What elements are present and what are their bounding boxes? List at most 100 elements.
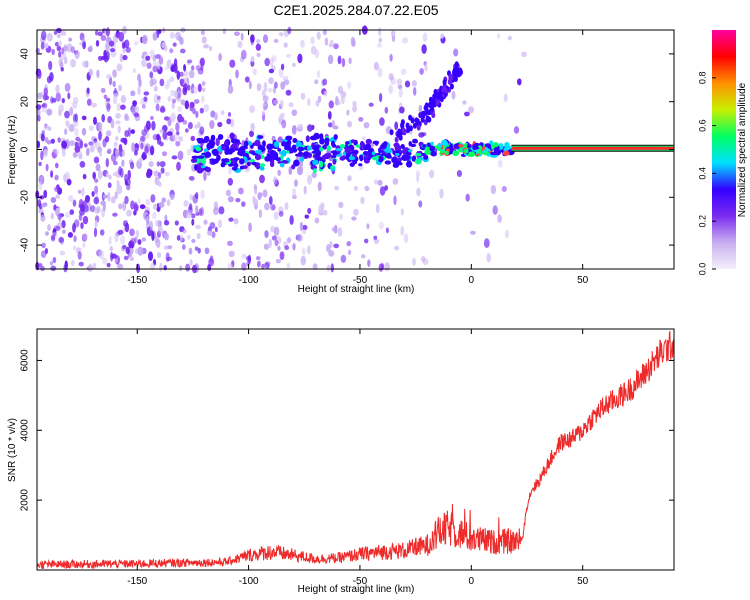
spectrogram-noise-cell <box>147 169 153 175</box>
spectrogram-branch-cell <box>416 124 421 131</box>
spectrogram-band-cell <box>260 154 265 159</box>
spectrogram-noise-cell <box>250 122 255 132</box>
spectrogram-noise-cell <box>175 122 180 132</box>
colorbar-ticks: 0.0 0.2 0.4 0.6 0.8 <box>697 72 716 276</box>
spectrogram-noise-cell <box>203 219 208 225</box>
spectrogram-noise-cell <box>164 232 169 241</box>
spectrogram-noise-cell <box>252 68 257 76</box>
spectrogram-noise-cell <box>186 234 191 240</box>
spectrogram-noise-cell <box>123 220 128 227</box>
spectrogram-band-cell <box>286 139 292 146</box>
spectrogram-band-cell <box>206 143 211 151</box>
colorbar-tick-label: 0.0 <box>697 263 707 276</box>
spectrogram-noise-cell <box>72 100 78 109</box>
spectrogram-noise-cell <box>158 172 162 179</box>
spectrogram-noise-cell <box>108 235 112 246</box>
spectrogram-noise-cell <box>187 122 193 130</box>
spectrogram-noise-cell <box>268 196 273 205</box>
snr-x-tick-label: -50 <box>353 576 368 587</box>
spectrogram-noise-cell <box>268 77 274 85</box>
spectrogram-noise-cell <box>125 246 130 255</box>
spectrogram-band-cell <box>295 153 301 157</box>
spectrogram-band-cell <box>339 144 346 149</box>
steady-tone-core <box>511 146 674 150</box>
spectrogram-band-cell <box>408 141 413 147</box>
spectrogram-band-cell <box>468 151 476 157</box>
spectrogram-band-cell <box>281 141 287 147</box>
spectrogram-noise-cell <box>101 257 108 265</box>
spectrogram-noise-cell <box>157 95 161 101</box>
spectrogram-noise-cell <box>38 161 42 167</box>
spectrogram-noise-cell <box>149 78 154 87</box>
spectrogram-noise-cell <box>130 237 137 246</box>
spectrogram-noise-cell <box>195 224 201 230</box>
spectrogram-noise-cell <box>194 124 198 129</box>
spectrogram-noise-cell <box>393 195 397 206</box>
spectrogram-noise-cell <box>188 176 195 181</box>
spectrogram-noise-cell <box>222 28 227 35</box>
spectrogram-noise-cell <box>130 129 136 134</box>
spectrogram-noise-cell <box>38 180 43 191</box>
spectrogram-band-cell <box>270 150 277 155</box>
spectrogram-noise-cell <box>40 150 44 161</box>
spectrogram-band-cell <box>378 155 384 163</box>
spectrogram-band-cell <box>365 138 372 145</box>
spectrogram-noise-cell <box>513 126 520 134</box>
spectrogram-noise-cell <box>96 205 101 213</box>
spectrogram-noise-cell <box>105 130 112 137</box>
spectrogram-noise-cell <box>197 247 201 254</box>
spectrogram-band-cell <box>254 154 262 161</box>
spectrogram-noise-cell <box>174 90 178 99</box>
spectrogram-noise-cell <box>126 183 131 191</box>
spectrogram-noise-cell <box>256 43 260 51</box>
spectrogram-noise-cell <box>89 145 95 153</box>
spectrogram-noise-cell <box>299 160 304 168</box>
spectrogram-noise-cell <box>41 242 46 249</box>
spectrogram-noise-cell <box>107 147 112 154</box>
spectrogram-noise-cell <box>153 170 160 177</box>
spectrogram-noise-cell <box>61 98 65 104</box>
spectrogram-noise-cell <box>94 220 98 228</box>
spectrogram-noise-cell <box>100 87 106 94</box>
spectrogram-noise-cell <box>412 257 416 266</box>
spectrogram-noise-cell <box>56 45 62 52</box>
spectrogram-noise-cell <box>106 172 110 178</box>
spectrogram-band-cell <box>309 135 317 141</box>
spectrogram-noise-cell <box>404 80 411 88</box>
spectrogram-noise-cell <box>291 125 297 135</box>
spectrogram-noise-cell <box>490 184 497 195</box>
spectrogram-noise-cell <box>79 161 86 168</box>
spectrogram-noise-cell <box>134 106 140 114</box>
spectrogram-noise-cell <box>172 98 176 104</box>
spectrogram-noise-cell <box>98 130 102 141</box>
spectrogram-noise-cell <box>244 76 250 83</box>
spectrogram-noise-cell <box>44 42 49 49</box>
spectrogram-noise-cell <box>248 222 252 232</box>
spectrogram-noise-cell <box>112 172 118 177</box>
spectrogram-noise-cell <box>88 141 94 146</box>
spectrogram-noise-cell <box>64 212 71 218</box>
spectrogram-noise-cell <box>66 178 72 186</box>
spectrogram-noise-cell <box>91 191 95 197</box>
spectrogram-band-cell <box>321 154 327 161</box>
spectrogram-noise-cell <box>379 117 385 126</box>
spectrogram-band-cell <box>293 159 300 167</box>
spectrogram-noise-cell <box>91 102 97 108</box>
spectrogram-noise-cell <box>194 246 199 251</box>
spectrogram-noise-cell <box>322 78 328 86</box>
spectrogram-noise-cell <box>93 116 97 125</box>
spec-y-tick-label: 40 <box>20 48 31 60</box>
spectrogram-band-cell <box>335 148 343 152</box>
spectrogram-noise-cell <box>399 106 405 114</box>
spectrogram-noise-cell <box>192 107 196 115</box>
spectrogram-noise-cell <box>284 245 290 251</box>
spectrogram-noise-cell <box>201 87 206 92</box>
spectrogram-noise-cell <box>174 220 179 226</box>
spectrogram-noise-cell <box>416 187 421 197</box>
spectrogram-noise-cell <box>50 265 57 272</box>
spectrogram-noise-cell <box>200 189 205 200</box>
spectrogram-noise-cell <box>81 115 87 121</box>
spectrogram-band-cell <box>502 150 510 156</box>
spectrogram-noise-cell <box>300 92 306 100</box>
spectrogram-noise-cell <box>368 102 374 107</box>
